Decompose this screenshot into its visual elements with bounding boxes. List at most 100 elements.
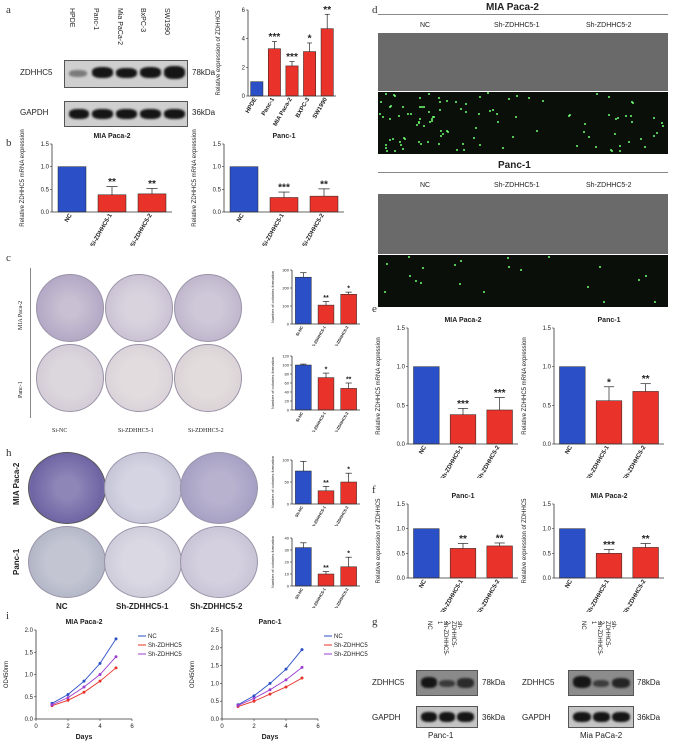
bar: [97, 194, 127, 213]
fluorescent-cell: [653, 116, 656, 119]
x-tick-label: Sh-ZDHHC5-2: [623, 578, 648, 612]
x-tick-label: NC: [419, 578, 429, 589]
fluorescent-cell: [630, 101, 633, 104]
fluorescent-cell: [446, 129, 448, 132]
col-label: Sh-ZDHHC5-1: [116, 602, 169, 611]
y-axis-label: Relative expression of ZDHHC5: [522, 498, 528, 584]
fluorescent-cell: [514, 116, 517, 119]
bar: [595, 553, 623, 579]
y-tick-label: 40: [285, 389, 290, 394]
fluorescent-cell: [380, 101, 383, 104]
x-tick-label: NC: [236, 212, 246, 223]
y-tick-label: 2.0: [25, 628, 34, 634]
colony-dish: [174, 344, 242, 412]
x-tick-label: Sh-ZDHHC5-1: [440, 578, 465, 612]
x-tick-label: NC: [64, 212, 74, 223]
chart-i-mia: MIA Paca-2 0.0 0.5 1.0 1.5 2.0 OD450nm 0 2 4 6 Days…: [4, 619, 182, 741]
x-axis-label: Days: [76, 734, 93, 741]
panel-label-d: d: [372, 4, 378, 16]
fluorescent-cell: [422, 267, 425, 270]
blot-a-target-label: ZDHHC5: [20, 68, 53, 77]
significance-marker: *: [347, 286, 350, 293]
y-tick-label: 0.0: [397, 442, 406, 448]
bar: [317, 490, 335, 505]
blot-g-left-target: [416, 670, 478, 696]
lane-label: BxPC-3: [139, 8, 146, 33]
fluorescent-cell: [515, 95, 518, 98]
colony-dish: [105, 344, 173, 412]
bar: [309, 195, 339, 213]
chart-title: MIA Paca-2: [93, 133, 130, 140]
data-point: [114, 666, 118, 670]
y-tick-label: 0.5: [543, 403, 552, 409]
y-tick-label: 1.0: [41, 165, 50, 171]
y-axis-label: Number of colonies formation: [270, 536, 275, 588]
fluorescent-cell: [608, 114, 611, 117]
fluorescent-cell: [431, 116, 434, 119]
data-point: [114, 655, 118, 659]
fluorescent-cell: [397, 115, 400, 118]
fluorescent-cell: [439, 130, 442, 133]
brightfield-image: [472, 33, 564, 91]
y-axis-label: Relative expression of ZDHHC5: [216, 10, 222, 96]
significance-marker: ***: [286, 52, 298, 63]
fluorescent-cell: [576, 145, 579, 148]
fluorescent-cell: [639, 138, 642, 141]
y-tick-label: 1.0: [397, 365, 406, 371]
y-tick-label: 0.0: [41, 210, 50, 216]
fluorescent-cell: [502, 146, 505, 149]
colony-dish: [104, 526, 182, 598]
bar: [137, 193, 167, 213]
y-tick-label: 20: [285, 559, 290, 564]
significance-marker: *: [325, 367, 328, 374]
panel-label-g: g: [372, 616, 378, 628]
y-tick-label: 1.5: [211, 664, 220, 670]
fluorescent-cell: [390, 105, 393, 108]
fluorescent-cell: [385, 143, 388, 146]
fluorescent-cell: [454, 100, 457, 103]
brightfield-image: [564, 194, 668, 254]
fluorescent-cell: [637, 279, 640, 282]
y-axis-label: OD450nm: [4, 661, 10, 688]
y-tick-label: 1.5: [543, 502, 552, 508]
fluorescence-image: [378, 255, 472, 307]
y-tick-label: 1.5: [397, 502, 406, 508]
panel-label-f: f: [372, 484, 376, 496]
blot-g-left-loading: [416, 706, 478, 728]
x-tick-label: Sh-ZDHHC5-2: [332, 504, 350, 526]
x-tick-label: Si-ZDHHC5-2: [130, 212, 154, 246]
significance-marker: **: [323, 480, 329, 487]
fluorescence-image: [472, 255, 564, 307]
brightfield-image: [378, 33, 472, 91]
fluorescent-cell: [459, 282, 462, 285]
data-point: [66, 698, 70, 702]
bar: [413, 366, 440, 445]
x-tick-label: Si-ZDHHC5-2: [333, 410, 350, 432]
y-tick-label: 1.0: [543, 527, 552, 533]
y-tick-label: 0: [242, 94, 246, 100]
brightfield-image: [378, 194, 472, 254]
row-label: Panc-1: [18, 381, 24, 398]
x-tick-label: SW1990: [312, 96, 329, 120]
fluorescence-image: [564, 92, 668, 154]
x-tick-label: Panc-1: [261, 96, 276, 117]
fluorescent-cell: [567, 114, 570, 117]
blot-g-target-label: ZDHHC5: [372, 678, 405, 687]
x-tick-label: MIA Paca-2: [273, 96, 294, 127]
fluorescent-cell: [495, 113, 498, 116]
x-axis-label: Days: [262, 734, 279, 741]
x-tick-label: Si-ZDHHC5-1: [310, 410, 327, 432]
fluorescent-cell: [542, 100, 545, 103]
chart-b-mia: MIA Paca-2 0.0 0.5 1.0 1.5 Relative ZDHHC5 mR…: [20, 129, 172, 246]
fluorescent-cell: [594, 145, 597, 148]
fluorescent-cell: [660, 122, 663, 125]
chart-title: MIA Paca-2: [590, 493, 627, 500]
fluorescent-cell: [437, 96, 440, 99]
y-tick-label: 0.5: [213, 187, 222, 193]
data-point: [252, 699, 256, 703]
fluorescent-cell: [628, 140, 631, 143]
x-tick-label: Sh-ZDHHC5-1: [309, 504, 327, 526]
col-label: Sh-ZDHHC5-1: [494, 22, 540, 29]
fluorescent-cell: [431, 118, 434, 121]
significance-marker: **: [323, 5, 331, 16]
